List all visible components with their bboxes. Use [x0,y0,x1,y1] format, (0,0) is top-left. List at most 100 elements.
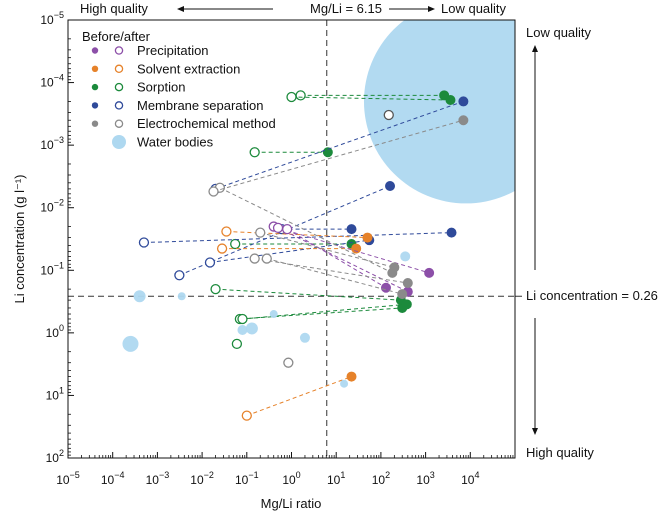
y-tick-label: 101 [46,385,64,402]
precipitation-connector [277,227,409,293]
electrochemical-method-after-point [397,289,408,300]
electrochemical-method-connector [219,187,393,274]
top-annotation-left: High quality [80,1,148,16]
membrane-separation-before-point [204,257,216,268]
legend-solvent-extraction-filled-marker [91,65,99,73]
water-body-bubble [122,335,139,352]
water-body-bubble [269,310,278,319]
membrane-separation-after-point [458,96,469,107]
sorption-connector [215,288,401,301]
sorption-before-point [237,313,248,325]
water-body-bubble [340,379,349,388]
water-bodies-region [363,20,515,204]
membrane-separation-connector [143,232,452,244]
legend-title: Before/after [82,29,151,44]
open-point [383,109,394,121]
legend-membrane-separation-label: Membrane separation [137,98,263,113]
x-tick-label: 10−4 [101,470,125,487]
electrochemical-method-connector [213,119,464,192]
y-tick-label: 10−3 [40,135,64,152]
legend-electrochemical-method-filled-marker [91,120,99,127]
legend-sorption-open-marker [114,82,124,92]
solvent-extraction-before-point [221,226,232,237]
precipitation-connector [273,226,430,274]
x-tick-label: 104 [461,470,479,487]
legend-electrochemical-method-label: Electrochemical method [137,116,276,131]
li-threshold-label: Li concentration = 0.26 [526,288,658,303]
water-body-bubble [400,251,411,262]
sorption-before-point [210,283,221,295]
sorption-before-point [295,90,306,101]
y-axis-label: Li concentration (g l⁻¹) [12,175,27,304]
water-body-bubble [177,292,186,301]
legend-solvent-extraction-label: Solvent extraction [137,61,240,76]
electrochemical-method-connector [260,232,395,268]
sorption-connector [242,303,407,320]
x-tick-label: 10−1 [235,470,259,487]
legend-precipitation-label: Precipitation [137,43,209,58]
electrochemical-method-after-point [389,262,400,273]
right-annotation-bottom: High quality [526,445,594,460]
sorption-connector [239,307,403,320]
mg-li-threshold-label: Mg/Li = 6.15 [310,1,382,16]
sorption-connector [291,96,451,101]
sorption-before-point [230,238,241,250]
precipitation-connector [286,228,387,289]
y-tick-label: 10−1 [40,260,64,277]
x-axis-label: Mg/Li ratio [261,496,322,511]
membrane-separation-after-point [385,181,396,192]
y-tick-label: 10−5 [40,10,64,27]
electrochemical-method-after-point [402,278,413,289]
water-body-bubble [237,324,248,335]
x-tick-label: 10−2 [190,470,214,487]
x-tick-label: 10−3 [146,470,170,487]
electrochemical-method-connector [254,258,408,284]
x-tick-label: 10−5 [56,470,80,487]
right-annotation-top: Low quality [526,25,592,40]
solvent-extraction-before-point [241,410,252,421]
sorption-after-point [445,95,456,106]
legend-water-bodies-label: Water bodies [137,135,214,150]
y-tick-label: 102 [46,448,64,465]
legend-precipitation-filled-marker [91,47,99,54]
x-tick-label: 101 [327,470,345,487]
legend-electrochemical-method-open-marker [114,119,124,128]
y-tick-label: 100 [46,323,64,340]
water-body-bubble [133,290,146,303]
x-tick-label: 100 [282,470,300,487]
legend-water-bodies-marker [112,135,126,149]
x-tick-label: 102 [372,470,390,487]
legend-membrane-separation-open-marker [114,101,124,110]
legend-sorption-label: Sorption [137,80,185,95]
electrochemical-method-before-point [283,357,294,368]
x-tick-label: 103 [416,470,434,487]
legend-solvent-extraction-open-marker [114,64,124,74]
membrane-separation-after-point [446,227,457,238]
precipitation-before-point [282,223,293,235]
legend-sorption-filled-marker [91,83,99,91]
water-body-bubble [245,322,258,335]
legend-precipitation-open-marker [114,46,124,55]
electrochemical-method-before-point [255,227,266,238]
water-body-bubble [299,332,310,343]
top-annotation-right: Low quality [441,1,507,16]
precipitation-after-point [424,267,435,278]
membrane-separation-connector [209,239,370,263]
electrochemical-method-before-point [261,253,272,264]
sorption-before-point [286,91,297,103]
solvent-extraction-after-point [346,371,357,382]
sorption-after-point [401,299,412,310]
legend-membrane-separation-filled-marker [91,102,99,109]
membrane-separation-connector [215,100,464,190]
solvent-extraction-connector [226,231,368,239]
solvent-extraction-connector [246,376,352,417]
solvent-extraction-before-point [216,243,228,254]
electrochemical-method-after-point [458,115,469,126]
electrochemical-method-connector [266,258,403,295]
precipitation-after-point [380,282,391,293]
electrochemical-method-before-point [208,186,219,197]
electrochemical-method-before-point [249,253,260,264]
membrane-separation-before-point [138,237,150,248]
membrane-separation-before-point [174,270,185,281]
